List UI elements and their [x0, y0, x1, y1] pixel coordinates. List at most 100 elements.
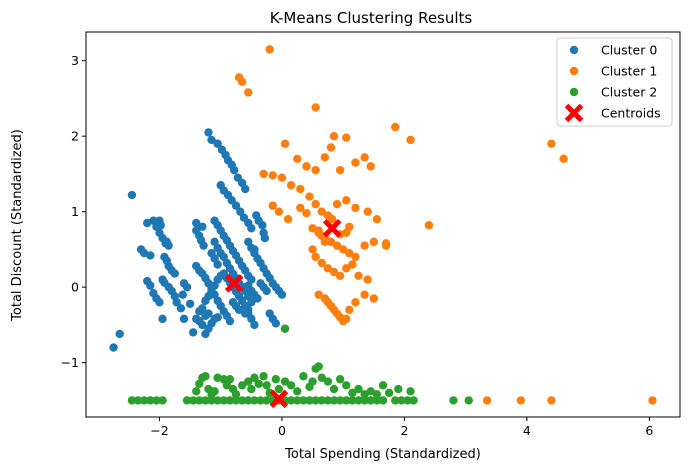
- data-point: [305, 192, 314, 201]
- data-point: [323, 377, 333, 386]
- series-centroids: [224, 219, 342, 409]
- data-point: [335, 375, 345, 384]
- data-point: [360, 241, 369, 250]
- data-point: [179, 314, 189, 324]
- data-point: [254, 379, 263, 388]
- data-point: [317, 258, 326, 268]
- data-point: [464, 396, 473, 405]
- data-point: [259, 169, 268, 179]
- data-point: [305, 396, 314, 405]
- data-point: [188, 328, 198, 337]
- data-point: [311, 252, 320, 262]
- data-point: [127, 190, 137, 200]
- data-point: [250, 320, 259, 330]
- data-point: [351, 203, 360, 213]
- legend-label: Cluster 0: [601, 43, 657, 58]
- data-point: [317, 207, 326, 216]
- data-point: [323, 264, 333, 273]
- data-point: [283, 215, 293, 224]
- data-point: [133, 396, 143, 405]
- data-point: [274, 384, 284, 394]
- data-point: [354, 384, 363, 394]
- data-point: [234, 305, 244, 315]
- data-point: [648, 396, 657, 405]
- data-point: [559, 154, 568, 164]
- data-point: [241, 184, 250, 194]
- data-point: [146, 281, 155, 290]
- data-point: [188, 396, 198, 405]
- data-point: [354, 271, 363, 281]
- data-point: [162, 237, 172, 247]
- data-point: [348, 388, 357, 398]
- data-point: [146, 251, 155, 260]
- data-point: [335, 271, 345, 281]
- data-point: [482, 396, 492, 405]
- data-point: [293, 396, 302, 405]
- data-point: [409, 396, 418, 405]
- data-point: [516, 396, 525, 405]
- data-point: [158, 396, 167, 405]
- legend-label: Cluster 1: [601, 64, 657, 79]
- data-point: [115, 329, 124, 339]
- data-point: [265, 45, 274, 54]
- series-cluster-2: [127, 324, 473, 405]
- centroid-marker: [322, 219, 342, 238]
- data-point: [271, 375, 281, 384]
- data-point: [172, 298, 181, 307]
- series-cluster-1: [234, 45, 657, 405]
- centroid-marker: [269, 389, 289, 409]
- data-point: [345, 248, 354, 258]
- data-point: [354, 396, 363, 405]
- data-point: [213, 260, 222, 269]
- plot-area: [109, 45, 657, 409]
- data-point: [152, 396, 161, 405]
- data-point: [345, 222, 354, 231]
- data-point: [342, 381, 351, 390]
- data-point: [277, 173, 287, 182]
- data-point: [348, 260, 357, 269]
- data-point: [345, 305, 354, 315]
- data-point: [244, 396, 253, 405]
- data-point: [360, 290, 369, 299]
- data-point: [219, 396, 228, 405]
- data-point: [185, 299, 195, 308]
- data-point: [204, 309, 213, 318]
- y-axis-label: Total Discount (Standardized): [10, 129, 25, 322]
- data-point: [381, 239, 391, 248]
- data-point: [286, 381, 296, 390]
- data-point: [372, 215, 382, 224]
- chart-title: K-Means Clustering Results: [270, 9, 473, 27]
- legend-marker: [564, 103, 584, 123]
- data-point: [369, 237, 379, 247]
- legend-label: Cluster 2: [601, 85, 657, 100]
- centroid-marker: [224, 274, 244, 293]
- data-point: [198, 222, 207, 231]
- data-point: [260, 233, 270, 243]
- data-point: [207, 396, 216, 405]
- data-point: [244, 377, 253, 386]
- y-axis: −1 0 1 2 3: [61, 53, 86, 370]
- data-point: [262, 286, 271, 296]
- data-point: [547, 396, 556, 405]
- data-point: [277, 290, 287, 299]
- legend-box: [556, 37, 673, 127]
- data-point: [332, 241, 342, 250]
- data-point: [192, 218, 201, 228]
- legend-marker: [569, 45, 579, 55]
- data-point: [247, 384, 256, 394]
- x-tick-label: 0: [278, 423, 286, 438]
- data-point: [391, 396, 400, 405]
- data-point: [311, 199, 320, 209]
- data-point: [127, 396, 137, 405]
- data-point: [237, 77, 247, 87]
- data-point: [326, 143, 336, 152]
- data-point: [201, 396, 210, 405]
- data-point: [210, 387, 219, 396]
- data-point: [258, 221, 267, 230]
- y-tick-label: 3: [71, 53, 79, 68]
- data-point: [363, 275, 372, 284]
- data-point: [286, 396, 296, 405]
- data-point: [139, 396, 149, 405]
- y-tick-label: −1: [61, 355, 79, 370]
- data-point: [406, 135, 415, 145]
